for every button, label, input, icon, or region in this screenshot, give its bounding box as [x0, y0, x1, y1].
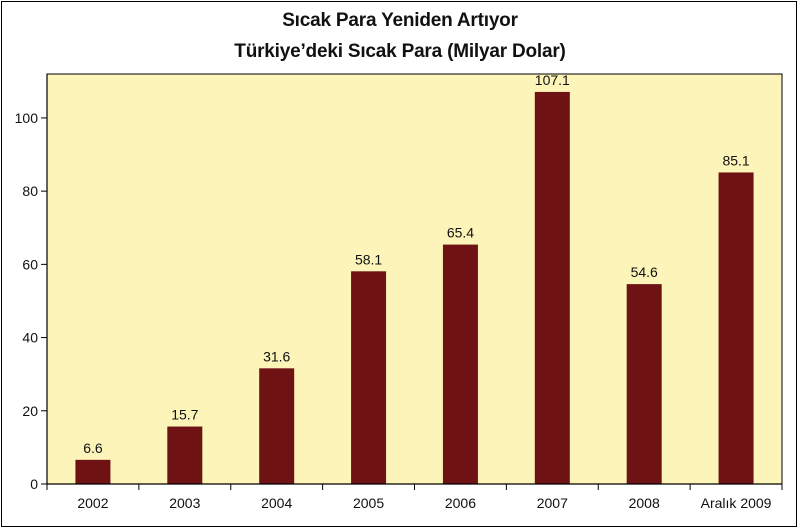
y-tick-label: 80 [22, 183, 38, 199]
value-label: 65.4 [447, 225, 474, 241]
value-label: 54.6 [631, 264, 658, 280]
bar-2003 [167, 426, 203, 484]
plot-area [46, 73, 783, 485]
axes: 2002 2003 2004 2005 2006 2007 2008 Aralık 2009 0… [15, 74, 783, 511]
value-labels: 6.6 15.7 31.6 58.1 65.4 107.1 54.6 85.1 [83, 72, 750, 456]
x-tick-label: 2004 [261, 495, 292, 511]
x-tick-label: 2007 [537, 495, 568, 511]
chart-title: Sıcak Para Yeniden Artıyor [282, 10, 518, 31]
value-label: 31.6 [263, 348, 290, 364]
bar-2002 [75, 459, 111, 484]
chart-subtitle: Türkiye’deki Sıcak Para (Milyar Dolar) [234, 41, 566, 62]
value-label: 58.1 [355, 251, 382, 267]
x-tick-label: 2006 [445, 495, 476, 511]
value-label: 6.6 [83, 440, 103, 456]
x-tick-label: Aralık 2009 [701, 495, 772, 511]
bar-2005 [351, 271, 387, 484]
x-tick-label: 2002 [77, 495, 108, 511]
y-tick-label: 20 [22, 403, 38, 419]
value-label: 107.1 [535, 72, 570, 88]
x-tick-label: 2003 [169, 495, 200, 511]
bar-2007 [534, 91, 570, 484]
bar-2008 [626, 284, 662, 484]
y-tick-label: 40 [22, 330, 38, 346]
bar-2006 [442, 244, 478, 484]
x-tick-label: 2005 [353, 495, 384, 511]
value-label: 15.7 [171, 407, 198, 423]
y-tick-label: 100 [15, 110, 39, 126]
bar-2004 [259, 368, 295, 484]
bar-aralık-2009 [718, 172, 754, 485]
y-tick-label: 0 [30, 476, 38, 492]
bars [75, 91, 754, 485]
value-label: 85.1 [722, 152, 749, 168]
x-tick-label: 2008 [629, 495, 660, 511]
y-tick-label: 60 [22, 256, 38, 272]
